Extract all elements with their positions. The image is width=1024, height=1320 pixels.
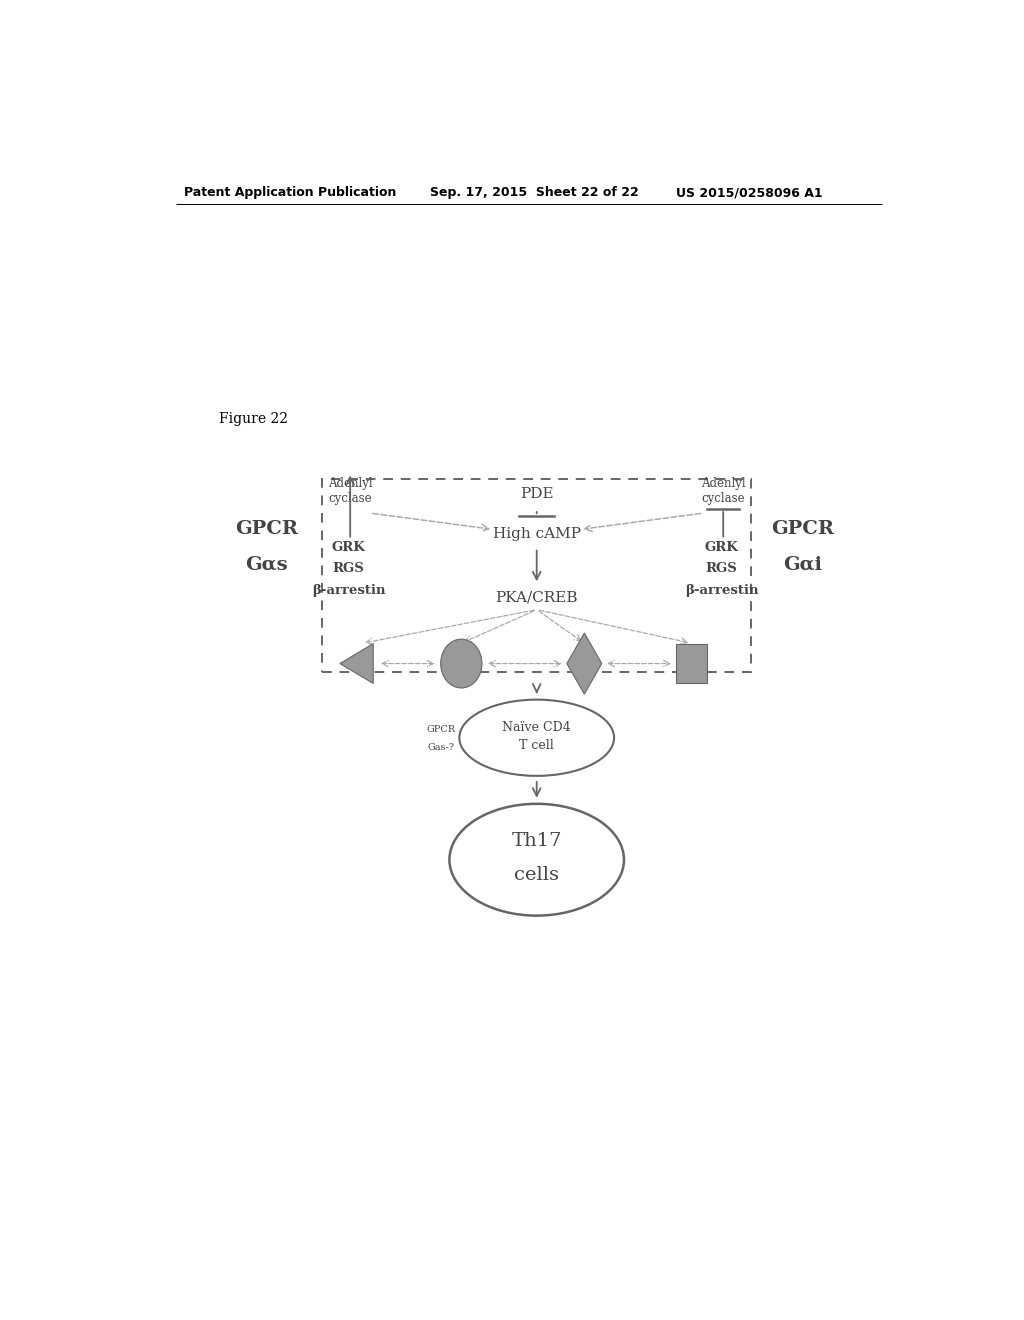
Text: Adenlyl
cyclase: Adenlyl cyclase	[328, 477, 373, 504]
Text: Sep. 17, 2015  Sheet 22 of 22: Sep. 17, 2015 Sheet 22 of 22	[430, 186, 638, 199]
Text: GRK: GRK	[705, 541, 738, 554]
Text: PDE: PDE	[520, 487, 554, 500]
Bar	[677, 644, 707, 682]
Polygon shape	[567, 634, 602, 694]
Text: T cell: T cell	[519, 739, 554, 752]
Text: Patent Application Publication: Patent Application Publication	[183, 186, 396, 199]
Polygon shape	[340, 644, 373, 684]
Text: RGS: RGS	[706, 561, 737, 574]
Ellipse shape	[440, 639, 482, 688]
Text: Th17: Th17	[511, 833, 562, 850]
Text: β-arrestin: β-arrestin	[312, 583, 385, 597]
Text: GRK: GRK	[332, 541, 366, 554]
Text: US 2015/0258096 A1: US 2015/0258096 A1	[676, 186, 822, 199]
Text: β-arrestin: β-arrestin	[685, 583, 759, 597]
Text: Gas-?: Gas-?	[428, 743, 455, 752]
Text: Adenlyl
cyclase: Adenlyl cyclase	[700, 477, 745, 504]
Text: RGS: RGS	[333, 561, 365, 574]
Text: Gαs: Gαs	[246, 556, 288, 574]
Ellipse shape	[460, 700, 614, 776]
Text: Gαi: Gαi	[783, 556, 822, 574]
Ellipse shape	[450, 804, 624, 916]
Text: GPCR: GPCR	[771, 520, 835, 539]
Text: GPCR: GPCR	[236, 520, 298, 539]
Bar	[323, 479, 751, 672]
Text: Naïve CD4: Naïve CD4	[503, 721, 571, 734]
Text: PKA/CREB: PKA/CREB	[496, 590, 578, 605]
Text: cells: cells	[514, 866, 559, 884]
Text: Figure 22: Figure 22	[219, 412, 289, 425]
Text: High cAMP: High cAMP	[493, 528, 581, 541]
Text: GPCR: GPCR	[427, 725, 456, 734]
